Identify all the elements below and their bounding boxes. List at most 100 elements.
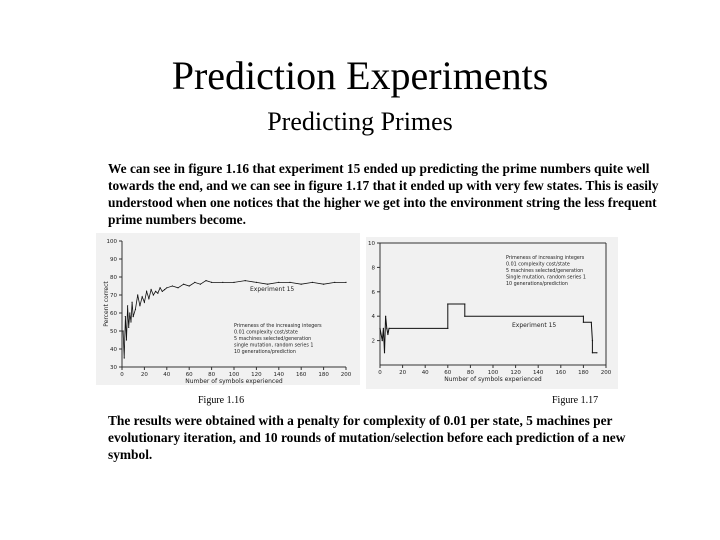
data-point xyxy=(244,280,246,282)
data-point xyxy=(139,305,141,307)
y-tick-label: 2 xyxy=(372,339,376,345)
x-tick-label: 40 xyxy=(163,372,170,378)
data-point xyxy=(382,327,384,329)
y-tick-label: 70 xyxy=(110,293,117,299)
y-tick-label: 60 xyxy=(110,311,117,317)
data-point xyxy=(199,283,201,285)
data-point xyxy=(590,321,592,323)
results-paragraph: The results were obtained with a penalty… xyxy=(108,413,626,462)
y-tick-label: 80 xyxy=(110,275,117,281)
data-point xyxy=(345,281,347,283)
x-axis-label: Number of symbols experienced xyxy=(185,378,283,385)
legend-line: 10 generations/prediction xyxy=(506,281,568,287)
x-tick-label: 160 xyxy=(556,370,567,376)
x-axis-label: Number of symbols experienced xyxy=(444,376,542,383)
data-point xyxy=(278,281,280,283)
data-point xyxy=(582,321,584,323)
data-point xyxy=(122,330,124,332)
series-line xyxy=(379,303,597,354)
x-tick-label: 0 xyxy=(120,372,124,378)
data-point xyxy=(255,281,257,283)
data-point xyxy=(381,340,383,342)
data-point xyxy=(143,301,145,303)
legend-line: 10 generations/prediction xyxy=(234,349,296,355)
legend-line: Primeness of increasing integers xyxy=(506,255,585,261)
data-point xyxy=(150,289,152,291)
data-point xyxy=(123,357,125,359)
data-point xyxy=(128,326,130,328)
y-tick-label: 100 xyxy=(107,239,118,245)
data-point xyxy=(188,285,190,287)
data-point xyxy=(385,315,387,317)
data-point xyxy=(157,292,159,294)
data-point xyxy=(161,290,163,292)
x-tick-label: 120 xyxy=(251,372,262,378)
data-point xyxy=(233,281,235,283)
data-point xyxy=(152,294,154,296)
data-point xyxy=(211,281,213,283)
y-axis-label: Number of states xyxy=(366,278,368,330)
data-point xyxy=(379,327,381,329)
data-point xyxy=(591,340,594,342)
series-label: Experiment 15 xyxy=(512,322,556,329)
x-tick-label: 80 xyxy=(208,372,215,378)
legend-line: 0.01 complexity cost/state xyxy=(506,262,570,268)
x-tick-label: 20 xyxy=(399,370,406,376)
legend-line: Primeness of the increasing integers xyxy=(234,323,322,329)
data-point xyxy=(591,352,594,354)
percent-correct-chart: 100 90 80 70 60 50 40 300 20 40 60 80 100 120 140 160 18… xyxy=(103,239,352,385)
legend-line: Single mutation, random series 1 xyxy=(506,275,586,281)
y-tick-label: 50 xyxy=(110,329,117,335)
y-tick-label: 4 xyxy=(372,314,376,320)
legend-line: 5 machines selected/generation xyxy=(234,336,311,342)
figure-1-17: 10 8 6 4 2 0 20 40 60 80 100 120 140 160 180 200 Number … xyxy=(366,237,618,389)
data-point xyxy=(124,316,126,318)
data-point xyxy=(311,281,313,283)
y-tick-label: 8 xyxy=(372,265,376,271)
data-point xyxy=(155,290,157,292)
legend-line: 5 machines selected/generation xyxy=(506,268,583,274)
x-tick-label: 100 xyxy=(229,372,240,378)
data-point xyxy=(177,287,179,289)
data-point xyxy=(596,352,598,354)
y-tick-label: 10 xyxy=(368,241,375,247)
y-tick-label: 40 xyxy=(110,347,117,353)
data-point xyxy=(163,289,166,291)
data-point xyxy=(387,333,389,336)
data-point xyxy=(388,327,390,329)
data-point xyxy=(130,321,132,323)
data-point xyxy=(148,298,150,300)
data-point xyxy=(323,283,325,285)
y-tick-label: 90 xyxy=(110,257,117,263)
data-point xyxy=(129,312,131,314)
data-point xyxy=(134,308,137,310)
data-point xyxy=(183,283,185,285)
data-point xyxy=(125,339,128,341)
x-tick-label: 0 xyxy=(378,370,382,376)
data-point xyxy=(141,296,143,298)
data-point xyxy=(205,280,207,282)
x-tick-label: 80 xyxy=(467,370,474,376)
data-point xyxy=(464,315,466,317)
x-tick-label: 100 xyxy=(488,370,499,376)
data-point xyxy=(383,352,386,354)
x-tick-label: 200 xyxy=(341,372,352,378)
figure-1-17-caption: Figure 1.17 xyxy=(552,395,599,406)
data-point xyxy=(447,303,449,305)
data-point xyxy=(222,281,224,283)
x-tick-label: 200 xyxy=(601,370,612,376)
data-point xyxy=(146,290,148,292)
x-tick-label: 60 xyxy=(444,370,451,376)
series-label: Experiment 15 xyxy=(250,286,294,293)
legend-line: single mutation, random series 1 xyxy=(234,343,313,349)
figure-1-16: 100 90 80 70 60 50 40 30 0 20 40 60 80 100 120 140 160 18… xyxy=(96,233,360,385)
data-point xyxy=(582,315,584,317)
figure-1-16-caption: Figure 1.16 xyxy=(198,395,245,406)
data-point xyxy=(289,281,291,283)
data-point xyxy=(267,283,269,285)
slide-title: Prediction Experiments xyxy=(171,53,549,98)
data-point xyxy=(447,327,449,329)
data-point xyxy=(137,294,139,296)
data-point xyxy=(132,316,134,318)
x-tick-label: 180 xyxy=(318,372,329,378)
